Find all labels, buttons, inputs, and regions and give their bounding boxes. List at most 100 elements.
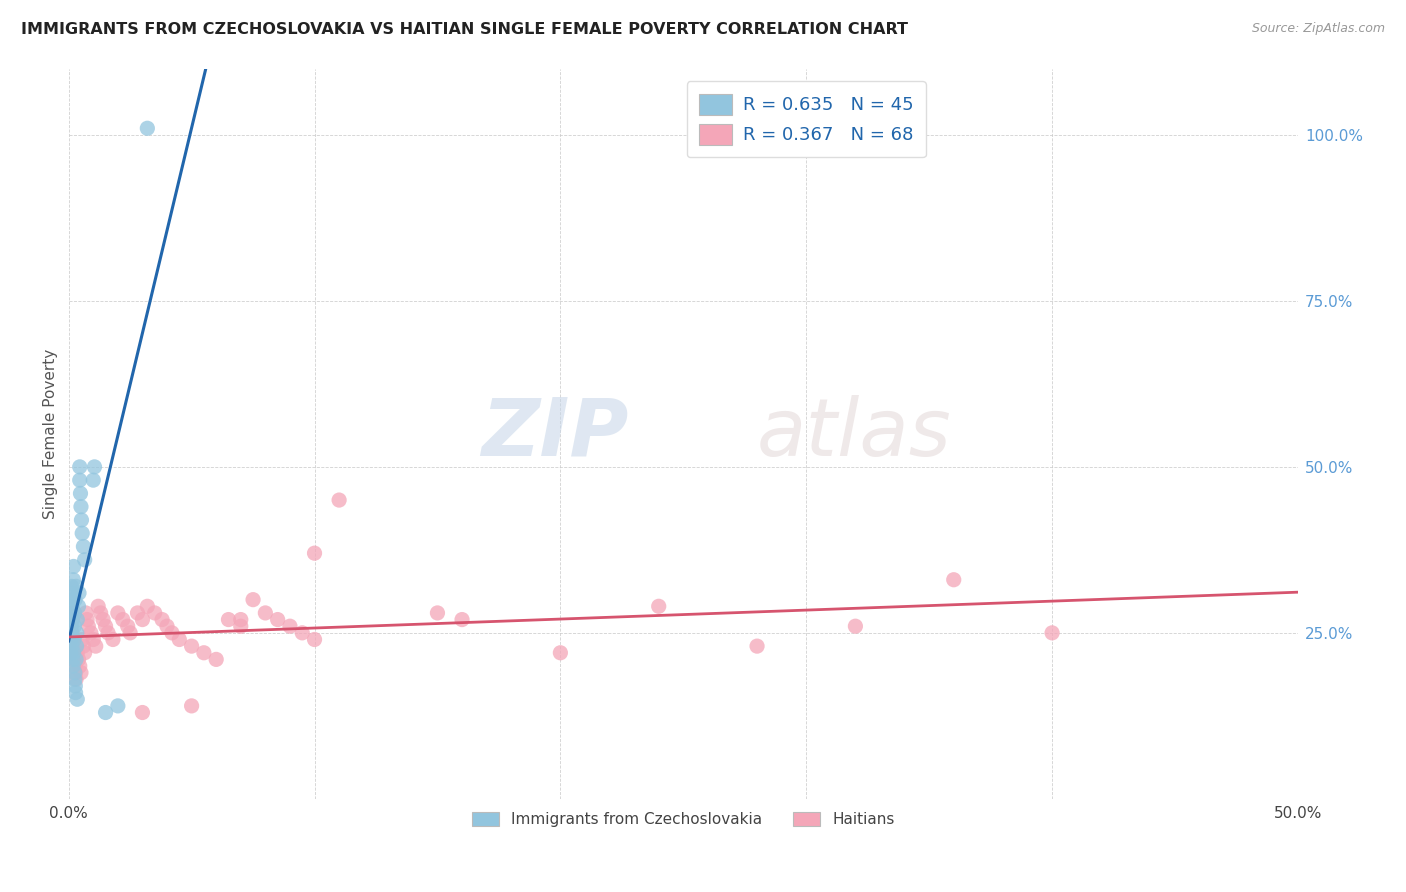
- Point: [229, 619, 252, 633]
- Point: [72, 540, 94, 554]
- Point: [229, 613, 252, 627]
- Point: [156, 619, 179, 633]
- Point: [266, 613, 288, 627]
- Point: [60, 625, 83, 640]
- Point: [63, 652, 86, 666]
- Point: [91, 613, 114, 627]
- Point: [60, 606, 83, 620]
- Text: ZIP: ZIP: [481, 394, 628, 473]
- Point: [193, 646, 215, 660]
- Point: [69, 486, 91, 500]
- Point: [66, 646, 89, 660]
- Point: [169, 632, 191, 647]
- Point: [65, 679, 87, 693]
- Point: [60, 579, 83, 593]
- Point: [77, 619, 100, 633]
- Point: [65, 685, 87, 699]
- Point: [80, 625, 103, 640]
- Point: [136, 121, 159, 136]
- Point: [136, 599, 159, 614]
- Point: [107, 606, 129, 620]
- Point: [94, 706, 117, 720]
- Point: [550, 646, 572, 660]
- Text: IMMIGRANTS FROM CZECHOSLOVAKIA VS HAITIAN SINGLE FEMALE POVERTY CORRELATION CHAR: IMMIGRANTS FROM CZECHOSLOVAKIA VS HAITIA…: [21, 22, 908, 37]
- Point: [73, 553, 96, 567]
- Point: [150, 613, 173, 627]
- Point: [328, 493, 350, 508]
- Y-axis label: Single Female Poverty: Single Female Poverty: [44, 349, 58, 519]
- Point: [745, 639, 768, 653]
- Point: [1040, 625, 1063, 640]
- Point: [218, 613, 240, 627]
- Point: [66, 625, 89, 640]
- Point: [82, 632, 104, 647]
- Point: [62, 586, 84, 600]
- Point: [65, 579, 87, 593]
- Point: [60, 592, 83, 607]
- Point: [648, 599, 671, 614]
- Point: [84, 639, 107, 653]
- Point: [304, 546, 326, 560]
- Point: [75, 606, 97, 620]
- Point: [69, 473, 91, 487]
- Point: [304, 632, 326, 647]
- Point: [942, 573, 965, 587]
- Point: [60, 619, 83, 633]
- Point: [160, 625, 183, 640]
- Point: [63, 619, 86, 633]
- Point: [67, 599, 90, 614]
- Point: [70, 665, 93, 680]
- Point: [90, 606, 112, 620]
- Point: [59, 646, 82, 660]
- Point: [63, 606, 86, 620]
- Point: [62, 646, 84, 660]
- Point: [63, 673, 86, 687]
- Point: [73, 646, 96, 660]
- Point: [117, 619, 139, 633]
- Point: [62, 632, 84, 647]
- Point: [70, 500, 93, 514]
- Point: [180, 698, 202, 713]
- Point: [120, 625, 142, 640]
- Point: [291, 625, 314, 640]
- Point: [63, 632, 86, 647]
- Point: [62, 573, 84, 587]
- Point: [111, 613, 134, 627]
- Point: [131, 706, 153, 720]
- Point: [70, 513, 93, 527]
- Point: [62, 646, 84, 660]
- Point: [67, 652, 90, 666]
- Point: [65, 665, 87, 680]
- Point: [97, 625, 120, 640]
- Point: [254, 606, 277, 620]
- Point: [180, 639, 202, 653]
- Point: [63, 665, 86, 680]
- Point: [87, 599, 110, 614]
- Point: [60, 625, 83, 640]
- Point: [59, 632, 82, 647]
- Point: [131, 613, 153, 627]
- Point: [67, 586, 90, 600]
- Point: [62, 613, 84, 627]
- Point: [844, 619, 866, 633]
- Point: [66, 692, 89, 706]
- Point: [62, 659, 84, 673]
- Point: [82, 473, 104, 487]
- Point: [60, 639, 83, 653]
- Point: [63, 659, 86, 673]
- Point: [65, 639, 87, 653]
- Text: Source: ZipAtlas.com: Source: ZipAtlas.com: [1251, 22, 1385, 36]
- Point: [62, 559, 84, 574]
- Point: [60, 599, 83, 614]
- Point: [83, 459, 105, 474]
- Point: [63, 592, 86, 607]
- Point: [242, 592, 264, 607]
- Point: [94, 619, 117, 633]
- Point: [60, 619, 83, 633]
- Point: [205, 652, 228, 666]
- Point: [76, 613, 98, 627]
- Point: [72, 639, 94, 653]
- Legend: Immigrants from Czechoslovakia, Haitians: Immigrants from Czechoslovakia, Haitians: [464, 805, 903, 835]
- Point: [59, 632, 82, 647]
- Point: [70, 632, 93, 647]
